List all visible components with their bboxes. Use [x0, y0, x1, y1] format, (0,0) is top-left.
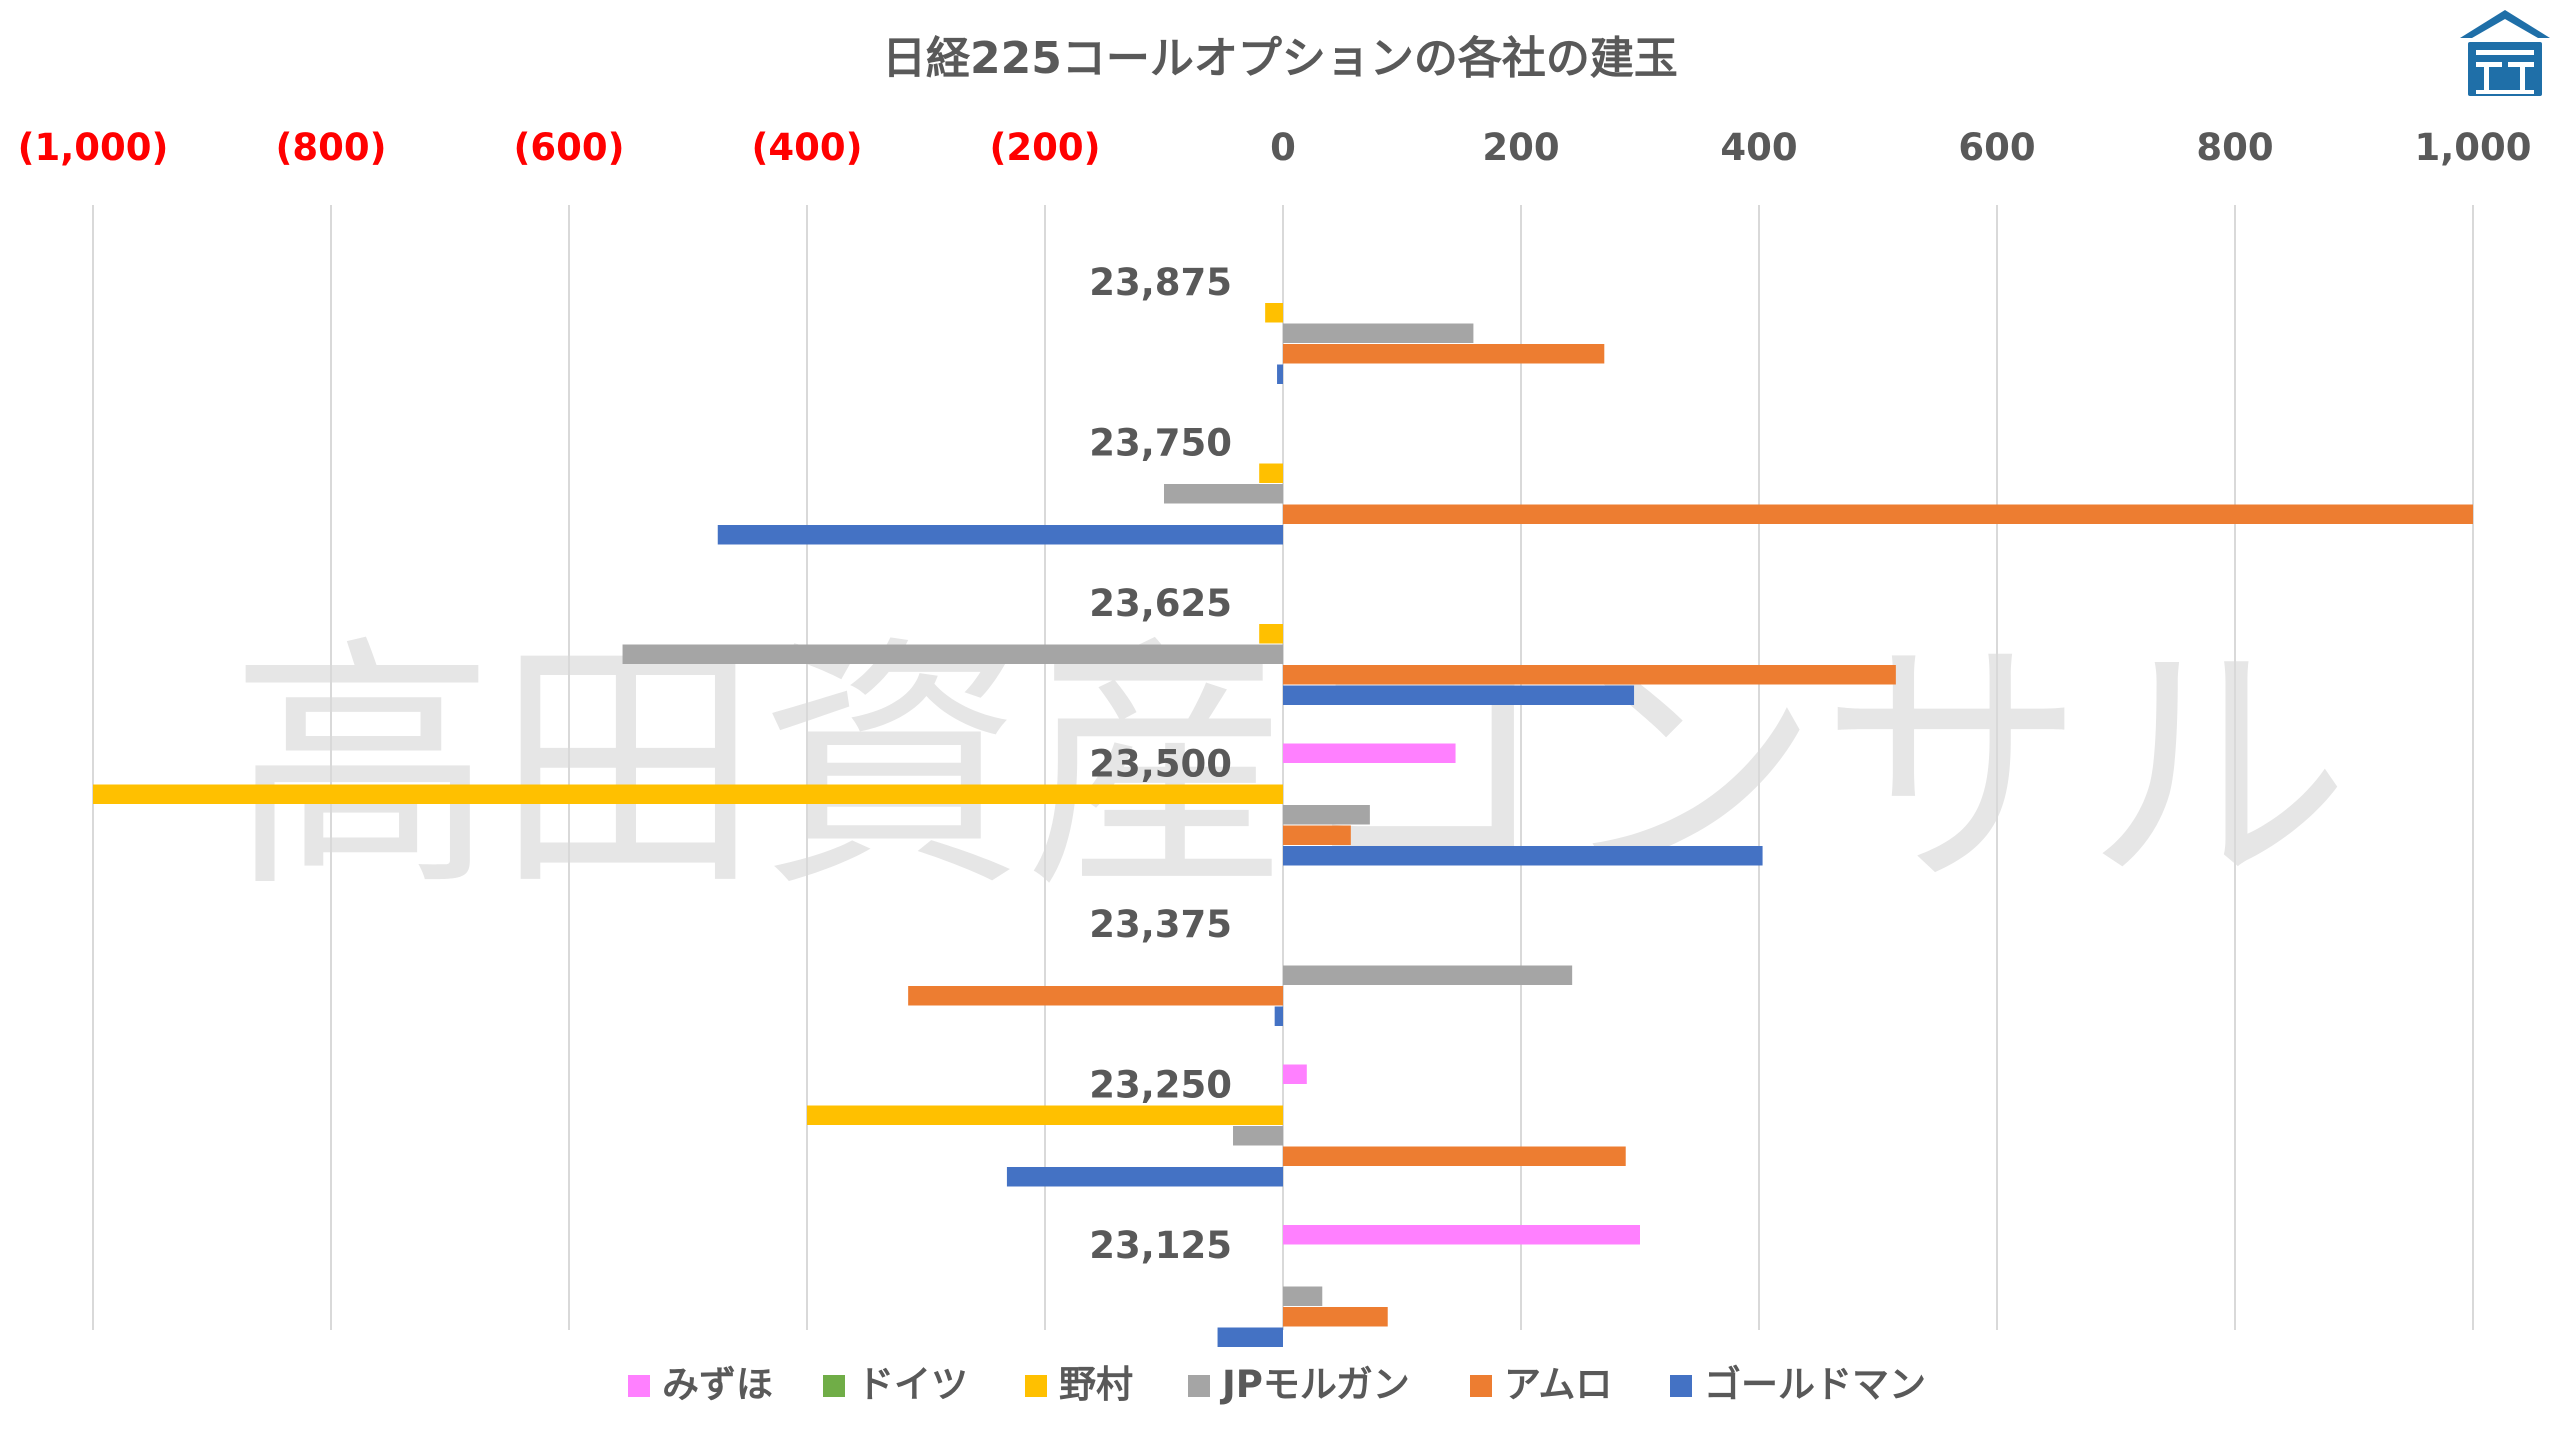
bar	[1283, 685, 1635, 705]
legend-swatch	[1025, 1375, 1047, 1397]
bar	[1283, 1307, 1388, 1327]
bar	[1283, 1225, 1640, 1245]
bar	[1164, 484, 1283, 504]
bar	[1283, 1286, 1323, 1306]
bar	[1233, 1126, 1283, 1146]
category-label: 23,500	[1089, 743, 1232, 786]
bar	[1259, 463, 1283, 483]
legend-label: アムロ	[1504, 1363, 1612, 1406]
category-label: 23,875	[1089, 261, 1232, 304]
x-tick-label: 0	[1270, 126, 1296, 169]
bar	[622, 644, 1283, 664]
x-tick-label: 600	[1958, 126, 2035, 169]
bar	[1283, 1064, 1307, 1084]
bar	[1265, 303, 1283, 323]
bar	[1283, 825, 1351, 845]
legend-swatch	[1470, 1375, 1492, 1397]
legend-label: ドイツ	[857, 1363, 968, 1406]
bar	[1283, 1146, 1626, 1166]
bar	[1283, 965, 1573, 985]
x-tick-label: (800)	[275, 126, 386, 169]
legend-swatch	[628, 1375, 650, 1397]
gridlines	[92, 205, 2474, 1330]
category-labels: 23,875 23,750 23,625 23,500 23,375 23,250 23,1…	[1089, 261, 1232, 1267]
bar	[807, 1105, 1283, 1125]
bar	[1283, 344, 1605, 364]
x-tick-label: (600)	[513, 126, 624, 169]
chart-title: 日経225コールオプションの各社の建玉	[882, 33, 1678, 84]
category-label: 23,250	[1089, 1064, 1232, 1107]
x-tick-label: (200)	[989, 126, 1100, 169]
bar	[1277, 364, 1283, 384]
watermark: 高田資産コンサル	[230, 615, 2350, 923]
bar	[1283, 805, 1370, 825]
bar	[93, 784, 1283, 804]
x-tick-label: 400	[1720, 126, 1797, 169]
legend-label: JPモルガン	[1219, 1363, 1410, 1406]
bar	[1006, 1167, 1283, 1187]
category-label: 23,625	[1089, 582, 1232, 625]
bar	[1283, 504, 2473, 524]
bar	[1283, 846, 1763, 866]
legend-swatch	[1188, 1375, 1210, 1397]
category-label: 23,750	[1089, 422, 1232, 465]
x-tick-label: (1,000)	[18, 126, 169, 169]
category-label: 23,375	[1089, 903, 1232, 946]
bar	[1283, 665, 1896, 685]
bar	[908, 986, 1283, 1006]
legend-label: 野村	[1059, 1363, 1133, 1406]
legend: みずほ ドイツ 野村 JPモルガン アムロ ゴールドマン	[628, 1363, 1926, 1406]
x-tick-label: 1,000	[2414, 126, 2531, 169]
x-tick-label: 800	[2196, 126, 2273, 169]
x-tick-label: (400)	[751, 126, 862, 169]
legend-label: ゴールドマン	[1704, 1363, 1926, 1406]
x-axis-ticks: (1,000) (800) (600) (400) (200) 0 200 400 600 800…	[18, 126, 2532, 169]
bar	[1274, 1006, 1283, 1026]
category-label: 23,125	[1089, 1224, 1232, 1267]
bar	[1283, 323, 1474, 343]
legend-swatch	[823, 1375, 845, 1397]
x-tick-label: 200	[1482, 126, 1559, 169]
bars	[93, 303, 2473, 1347]
bar	[717, 525, 1283, 545]
legend-label: みずほ	[662, 1363, 773, 1406]
bar	[1283, 743, 1456, 763]
house-roof-icon	[2460, 10, 2550, 38]
legend-swatch	[1670, 1375, 1692, 1397]
bar	[1259, 624, 1283, 644]
house-logo	[2460, 10, 2550, 96]
bar	[1217, 1327, 1283, 1347]
